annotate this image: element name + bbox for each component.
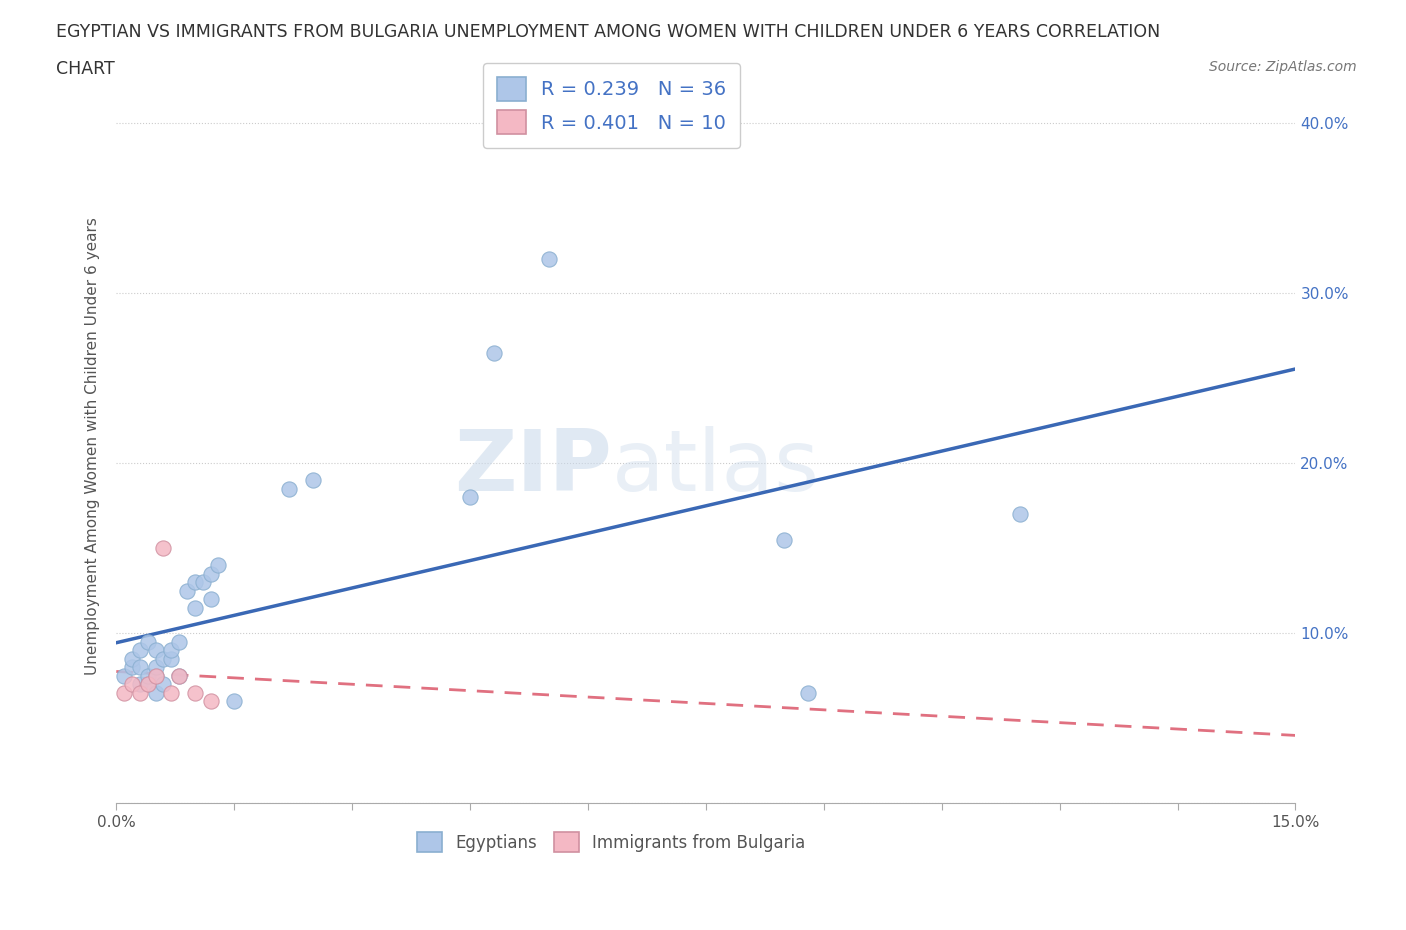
Point: [128, 685, 150, 700]
Text: ZIP: ZIP: [454, 426, 612, 509]
Point: [184, 685, 207, 700]
Point: [200, 694, 222, 709]
Point: [112, 668, 135, 683]
Point: [184, 600, 207, 615]
Point: [152, 677, 174, 692]
Point: [773, 532, 796, 547]
Point: [160, 651, 183, 666]
Point: [145, 659, 167, 674]
Point: [128, 659, 150, 674]
Point: [458, 490, 481, 505]
Point: [136, 634, 159, 649]
Point: [145, 668, 167, 683]
Point: [136, 677, 159, 692]
Point: [278, 482, 301, 497]
Point: [112, 685, 135, 700]
Point: [145, 643, 167, 658]
Point: [301, 472, 323, 487]
Point: [145, 668, 167, 683]
Point: [167, 634, 190, 649]
Y-axis label: Unemployment Among Women with Children Under 6 years: Unemployment Among Women with Children U…: [86, 218, 100, 675]
Point: [797, 685, 820, 700]
Point: [207, 558, 229, 573]
Point: [128, 643, 150, 658]
Point: [167, 668, 190, 683]
Text: EGYPTIAN VS IMMIGRANTS FROM BULGARIA UNEMPLOYMENT AMONG WOMEN WITH CHILDREN UNDE: EGYPTIAN VS IMMIGRANTS FROM BULGARIA UNE…: [56, 23, 1160, 41]
Text: atlas: atlas: [612, 426, 820, 509]
Point: [152, 540, 174, 555]
Point: [152, 651, 174, 666]
Point: [136, 668, 159, 683]
Point: [121, 677, 143, 692]
Point: [1010, 507, 1032, 522]
Point: [121, 651, 143, 666]
Point: [176, 583, 198, 598]
Point: [136, 677, 159, 692]
Point: [184, 575, 207, 590]
Point: [160, 685, 183, 700]
Point: [200, 591, 222, 606]
Legend: Egyptians, Immigrants from Bulgaria: Egyptians, Immigrants from Bulgaria: [411, 825, 813, 859]
Point: [200, 566, 222, 581]
Point: [191, 575, 214, 590]
Point: [145, 685, 167, 700]
Point: [121, 659, 143, 674]
Text: CHART: CHART: [56, 60, 115, 78]
Point: [537, 252, 560, 267]
Point: [128, 677, 150, 692]
Point: [482, 345, 505, 360]
Point: [224, 694, 246, 709]
Point: [167, 668, 190, 683]
Text: Source: ZipAtlas.com: Source: ZipAtlas.com: [1209, 60, 1357, 74]
Point: [160, 643, 183, 658]
